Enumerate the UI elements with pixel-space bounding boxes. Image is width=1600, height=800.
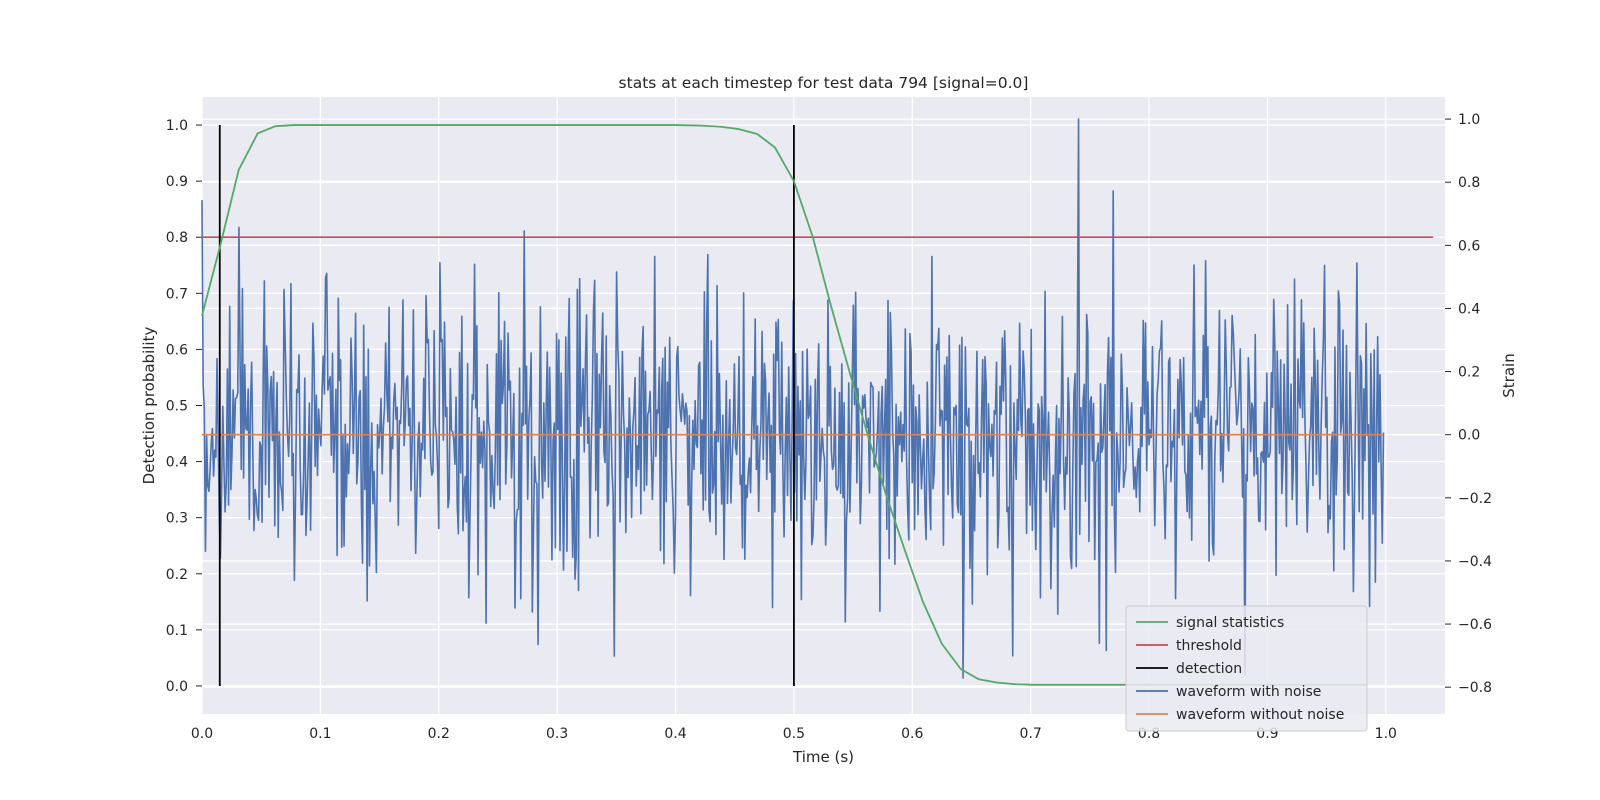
left-y-tick-label: 0.7 [166,286,188,302]
x-tick-label: 0.2 [428,726,450,742]
right-y-tick-label: 0.8 [1458,175,1480,191]
right-y-tick-label: 0.4 [1458,301,1480,317]
right-y-tick-label: −0.6 [1458,617,1492,633]
left-y-tick-label: 0.9 [166,174,188,190]
x-axis-label: Time (s) [792,748,854,766]
left-y-tick-label: 0.6 [166,342,188,358]
left-y-tick-label: 0.4 [166,455,188,471]
left-y-tick-label: 0.1 [166,623,188,639]
x-tick-label: 0.7 [1020,726,1042,742]
x-tick-label: 0.0 [191,726,213,742]
right-y-tick-label: 1.0 [1458,112,1480,128]
legend: signal statistics threshold detection wavef… [1125,605,1368,732]
x-tick-label: 0.5 [783,726,805,742]
legend-label: detection [1176,661,1242,677]
legend-label: waveform with noise [1176,684,1321,700]
left-y-tick-label: 0.8 [166,230,188,246]
left-y-axis-ticks: 0.0 0.1 0.2 0.3 0.4 0.5 0.6 0.7 0.8 0.9 1.0 [166,118,202,695]
right-y-tick-label: 0.0 [1458,428,1480,444]
series-layer [201,118,1434,686]
right-y-axis-ticks: −0.8 −0.6 −0.4 −0.2 0.0 0.2 0.4 0.6 0.8 1.0 [1445,112,1492,696]
x-tick-label: 0.4 [664,726,686,742]
legend-label: threshold [1176,638,1242,654]
series-waveform-with-noise [201,118,1385,679]
left-y-tick-label: 0.5 [166,399,188,415]
legend-label: signal statistics [1176,615,1284,631]
left-y-tick-label: 0.0 [166,679,188,695]
right-y-tick-label: −0.2 [1458,491,1492,507]
legend-box [1125,605,1368,732]
right-y-axis-label: Strain [1500,353,1518,397]
legend-label: waveform without noise [1176,707,1344,723]
right-y-tick-label: 0.2 [1458,365,1480,381]
x-tick-label: 0.6 [901,726,923,742]
right-y-tick-label: 0.6 [1458,238,1480,254]
x-tick-label: 1.0 [1375,726,1397,742]
right-y-tick-label: −0.8 [1458,680,1492,696]
x-tick-label: 0.3 [546,726,568,742]
left-y-axis-label: Detection probability [140,327,158,485]
chart-title: stats at each timestep for test data 794… [619,74,1029,92]
left-y-tick-label: 0.2 [166,567,188,583]
left-y-tick-label: 0.3 [166,511,188,527]
left-y-tick-label: 1.0 [166,118,188,134]
x-tick-label: 0.1 [309,726,331,742]
right-y-tick-label: −0.4 [1458,554,1492,570]
series-signal-statistics [201,124,1367,686]
